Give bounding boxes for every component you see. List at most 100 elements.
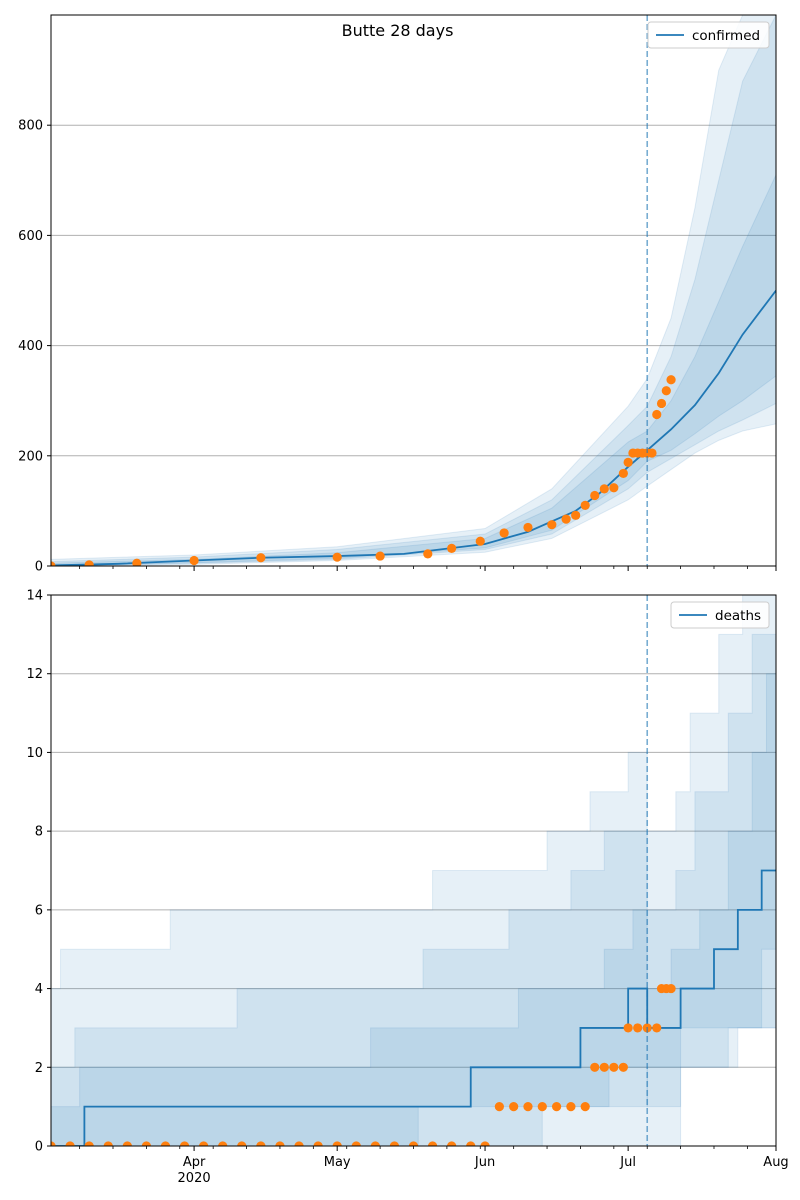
- observed-point: [480, 1141, 490, 1146]
- observed-point: [475, 536, 485, 546]
- observed-point: [652, 409, 662, 420]
- observed-point: [332, 1141, 342, 1146]
- observed-point: [351, 1141, 361, 1146]
- observed-point: [590, 490, 600, 501]
- y-tick-label: 600: [18, 229, 43, 244]
- observed-point: [122, 1141, 132, 1146]
- confirmed-panel: 0 200 400 600 800 Butte 28 days confirmed: [18, 14, 777, 575]
- observed-point: [494, 1102, 504, 1112]
- observed-point: [427, 1141, 438, 1146]
- chart-title: Butte 28 days: [342, 21, 454, 40]
- legend-label: confirmed: [692, 28, 760, 44]
- observed-point: [218, 1141, 228, 1146]
- observed-point: [313, 1141, 323, 1146]
- axes-frame: [50, 14, 777, 567]
- observed-point: [633, 1023, 643, 1033]
- observed-point: [466, 1141, 476, 1146]
- x-tick-label: Jul: [619, 1155, 636, 1170]
- observed-point: [623, 1023, 633, 1033]
- observed-point: [447, 1141, 457, 1146]
- observed-point: [423, 549, 433, 559]
- x-tick-label: May: [324, 1155, 351, 1170]
- observed-point: [51, 1141, 56, 1146]
- observed-point: [199, 1141, 209, 1146]
- legend-label: deaths: [715, 608, 761, 624]
- observed-point: [623, 457, 633, 468]
- observed-point: [256, 553, 266, 563]
- credible-band-2: [51, 595, 776, 1146]
- y-tick-label: 8: [35, 825, 43, 840]
- median-line-deaths: [51, 869, 776, 1146]
- observed-point: [609, 483, 619, 493]
- observed-point: [652, 1023, 662, 1033]
- y-tick-label: 0: [35, 1140, 43, 1155]
- observed-point: [141, 1141, 151, 1146]
- observed-point: [551, 1102, 562, 1112]
- legend-box: [647, 21, 770, 49]
- observed-point: [547, 520, 557, 530]
- observed-point: [523, 1102, 533, 1112]
- plot-area: [51, 595, 776, 1146]
- observed-point: [160, 1141, 171, 1146]
- observed-point: [179, 1141, 190, 1146]
- observed-point: [103, 1141, 113, 1146]
- credible-band-3: [51, 174, 776, 566]
- x-tick-label: Aug: [763, 1155, 788, 1170]
- observed-point: [447, 543, 457, 553]
- observed-point: [509, 1102, 519, 1112]
- x-tick-label: 2020: [178, 1171, 211, 1186]
- x-tick-label: Apr: [183, 1155, 206, 1170]
- observed-point: [408, 1141, 419, 1146]
- observed-point: [65, 1141, 75, 1146]
- x-tick-label: Jun: [474, 1155, 495, 1170]
- observed-point: [618, 1062, 628, 1072]
- observed-point: [580, 500, 590, 510]
- observed-point: [599, 484, 609, 494]
- observed-point: [537, 1102, 547, 1112]
- y-tick-label: 0: [35, 560, 43, 575]
- observed-point: [656, 398, 667, 409]
- legend: confirmed: [647, 21, 770, 49]
- y-tick-label: 400: [18, 339, 43, 354]
- y-tick-label: 2: [35, 1061, 43, 1076]
- y-tick-label: 4: [35, 982, 43, 997]
- y-tick-label: 6: [35, 903, 43, 918]
- observed-point: [618, 468, 628, 479]
- observed-point: [132, 558, 142, 566]
- observed-point: [84, 560, 94, 566]
- observed-point: [599, 1062, 609, 1072]
- observed-point: [647, 448, 657, 458]
- observed-point: [609, 1062, 619, 1072]
- observed-point: [370, 1141, 380, 1146]
- observed-point: [237, 1141, 247, 1146]
- credible-band-1: [51, 15, 776, 566]
- observed-point: [189, 555, 199, 566]
- observed-point: [84, 1141, 94, 1146]
- observed-point: [275, 1141, 285, 1146]
- observed-point: [566, 1102, 576, 1112]
- observed-point: [666, 375, 676, 385]
- y-tick-label: 800: [18, 119, 43, 134]
- y-tick-label: 12: [26, 667, 43, 682]
- observed-point: [499, 528, 509, 538]
- observed-point: [51, 561, 56, 566]
- observed-point: [523, 522, 533, 533]
- observed-point: [256, 1141, 266, 1146]
- y-tick-label: 200: [18, 449, 43, 464]
- observed-point: [332, 552, 342, 562]
- observed-point: [294, 1141, 304, 1146]
- y-tick-label: 14: [26, 589, 43, 604]
- credible-band-2: [51, 15, 776, 566]
- legend-box: [670, 601, 770, 629]
- plot-area: [51, 15, 776, 566]
- observed-point: [666, 983, 676, 994]
- observed-point: [389, 1141, 400, 1146]
- observed-point: [661, 386, 671, 396]
- observed-point: [375, 551, 385, 561]
- observed-point: [580, 1102, 590, 1112]
- y-tick-label: 10: [26, 746, 43, 761]
- observed-point: [561, 514, 571, 524]
- observed-point: [571, 510, 581, 520]
